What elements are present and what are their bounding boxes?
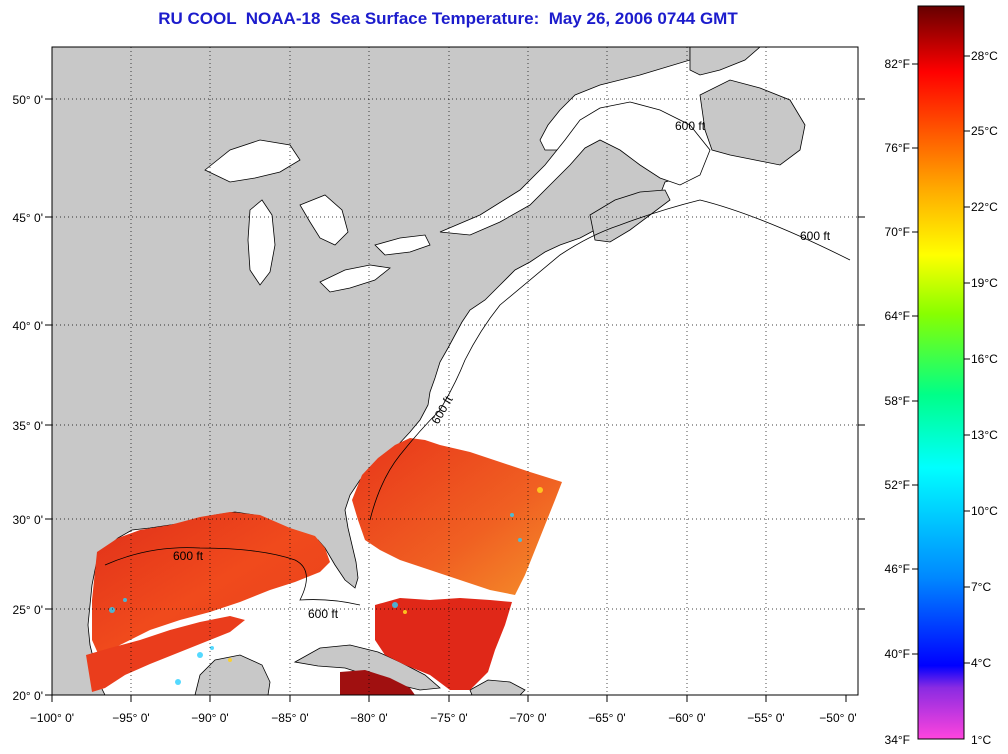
lon-tick-label: −50° 0'	[819, 711, 856, 725]
lon-tick-label: −85° 0'	[271, 711, 308, 725]
land-hispaniola	[469, 679, 526, 695]
lon-tick-label: −60° 0'	[668, 711, 705, 725]
colorbar-c-label: 28°C	[971, 49, 998, 63]
sst-gulf-of-mexico	[92, 512, 330, 658]
lat-tick-label: 25° 0'	[13, 603, 43, 617]
lon-tick-label: −70° 0'	[509, 711, 546, 725]
land-yucatan	[194, 654, 271, 695]
colorbar-c-label: 19°C	[971, 276, 998, 290]
colorbar	[917, 5, 965, 740]
colorbar-c-label: 22°C	[971, 200, 998, 214]
lat-tick-label: 45° 0'	[13, 211, 43, 225]
lon-tick-label: −55° 0'	[747, 711, 784, 725]
lon-tick-label: −65° 0'	[588, 711, 625, 725]
lon-tick-label: −75° 0'	[430, 711, 467, 725]
plot-frame	[51, 46, 859, 696]
contour-label: 600 ft	[308, 607, 339, 621]
contour-label: 600 ft	[675, 119, 706, 133]
contour-label: 600 ft	[800, 229, 831, 243]
depth-contours	[104, 199, 851, 606]
great-lakes	[204, 139, 431, 293]
colorbar-c-label: 7°C	[971, 580, 991, 594]
sst-caribbean-dark	[340, 670, 415, 695]
lon-tick-label: −100° 0'	[30, 711, 74, 725]
graticule	[52, 47, 858, 695]
map-title: RU COOL NOAA-18 Sea Surface Temperature:…	[158, 9, 738, 28]
sst-gulf-south	[86, 616, 245, 692]
colorbar-c-label: 25°C	[971, 124, 998, 138]
colorbar-f-label: 40°F	[885, 647, 910, 661]
land-newfoundland	[699, 79, 806, 166]
st-lawrence	[439, 101, 711, 236]
sst-atlantic	[352, 438, 562, 595]
colorbar-c-label: 1°C	[971, 733, 991, 747]
lon-tick-label: −95° 0'	[112, 711, 149, 725]
colorbar-f-label: 76°F	[885, 141, 910, 155]
sst-bahamas	[375, 598, 512, 690]
lat-tick-label: 35° 0'	[13, 419, 43, 433]
lon-tick-label: −90° 0'	[191, 711, 228, 725]
colorbar-c-label: 4°C	[971, 656, 991, 670]
colorbar-f-label: 70°F	[885, 225, 910, 239]
colorbar-c-label: 13°C	[971, 428, 998, 442]
colorbar-c-label: 10°C	[971, 504, 998, 518]
land-labrador	[689, 47, 761, 76]
lat-tick-label: 20° 0'	[13, 689, 43, 703]
colorbar-c-label: 16°C	[971, 352, 998, 366]
colorbar-f-label: 46°F	[885, 562, 910, 576]
land-cuba	[293, 644, 441, 691]
tick-marks	[45, 98, 865, 702]
lat-tick-label: 30° 0'	[13, 513, 43, 527]
colorbar-ticks	[912, 55, 970, 664]
lat-tick-label: 50° 0'	[13, 93, 43, 107]
colorbar-f-label: 34°F	[885, 733, 910, 747]
colorbar-f-label: 58°F	[885, 394, 910, 408]
contour-label: 600 ft	[173, 549, 204, 563]
colorbar-f-label: 82°F	[885, 57, 910, 71]
colorbar-f-label: 64°F	[885, 309, 910, 323]
cloud-speckles	[109, 513, 522, 685]
lon-tick-label: −80° 0'	[350, 711, 387, 725]
colorbar-f-label: 52°F	[885, 478, 910, 492]
lat-tick-label: 40° 0'	[13, 319, 43, 333]
